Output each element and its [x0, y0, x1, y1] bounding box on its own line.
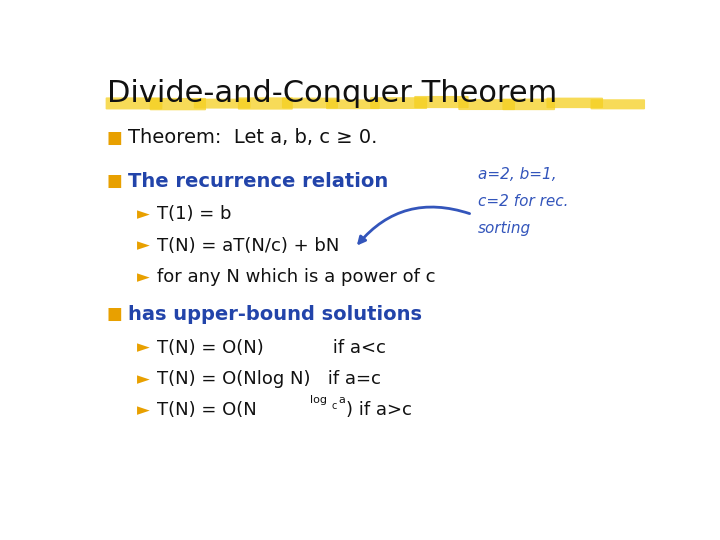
Text: ■: ■ — [107, 305, 122, 323]
Text: ►: ► — [138, 370, 150, 388]
FancyBboxPatch shape — [106, 97, 163, 110]
Text: c: c — [331, 401, 336, 411]
FancyArrowPatch shape — [359, 207, 469, 243]
Text: sorting: sorting — [478, 221, 531, 236]
Text: The recurrence relation: The recurrence relation — [128, 172, 388, 191]
FancyBboxPatch shape — [459, 99, 515, 110]
Text: ►: ► — [138, 339, 150, 356]
Text: ■: ■ — [107, 129, 122, 146]
Text: T(N) = O(Nlog N)   if a=c: T(N) = O(Nlog N) if a=c — [157, 370, 381, 388]
Text: ■: ■ — [107, 172, 122, 190]
Text: has upper-bound solutions: has upper-bound solutions — [128, 305, 422, 324]
Text: ►: ► — [138, 268, 150, 286]
Text: ►: ► — [138, 206, 150, 224]
Text: T(1) = b: T(1) = b — [157, 206, 231, 224]
FancyBboxPatch shape — [590, 99, 645, 110]
Text: a: a — [338, 395, 345, 404]
FancyBboxPatch shape — [194, 99, 251, 109]
Text: ) if a>c: ) if a>c — [346, 401, 411, 419]
Text: ►: ► — [138, 237, 150, 255]
Text: T(N) = O(N: T(N) = O(N — [157, 401, 257, 419]
FancyBboxPatch shape — [150, 98, 206, 110]
FancyBboxPatch shape — [370, 97, 427, 109]
FancyBboxPatch shape — [326, 99, 379, 109]
Text: T(N) = O(N)            if a<c: T(N) = O(N) if a<c — [157, 339, 386, 356]
Text: ►: ► — [138, 401, 150, 419]
Text: for any N which is a power of c: for any N which is a power of c — [157, 268, 436, 286]
Text: T(N) = aT(N/c) + bN: T(N) = aT(N/c) + bN — [157, 237, 339, 255]
FancyBboxPatch shape — [238, 97, 293, 110]
Text: a=2, b=1,: a=2, b=1, — [478, 167, 557, 181]
Text: Divide-and-Conquer Theorem: Divide-and-Conquer Theorem — [107, 79, 557, 109]
FancyBboxPatch shape — [414, 96, 469, 108]
FancyBboxPatch shape — [282, 98, 338, 109]
Text: log: log — [310, 395, 328, 404]
Text: c=2 for rec.: c=2 for rec. — [478, 194, 568, 208]
FancyBboxPatch shape — [503, 99, 555, 110]
FancyBboxPatch shape — [546, 98, 603, 108]
Text: Theorem:  Let a, b, c ≥ 0.: Theorem: Let a, b, c ≥ 0. — [128, 128, 377, 147]
